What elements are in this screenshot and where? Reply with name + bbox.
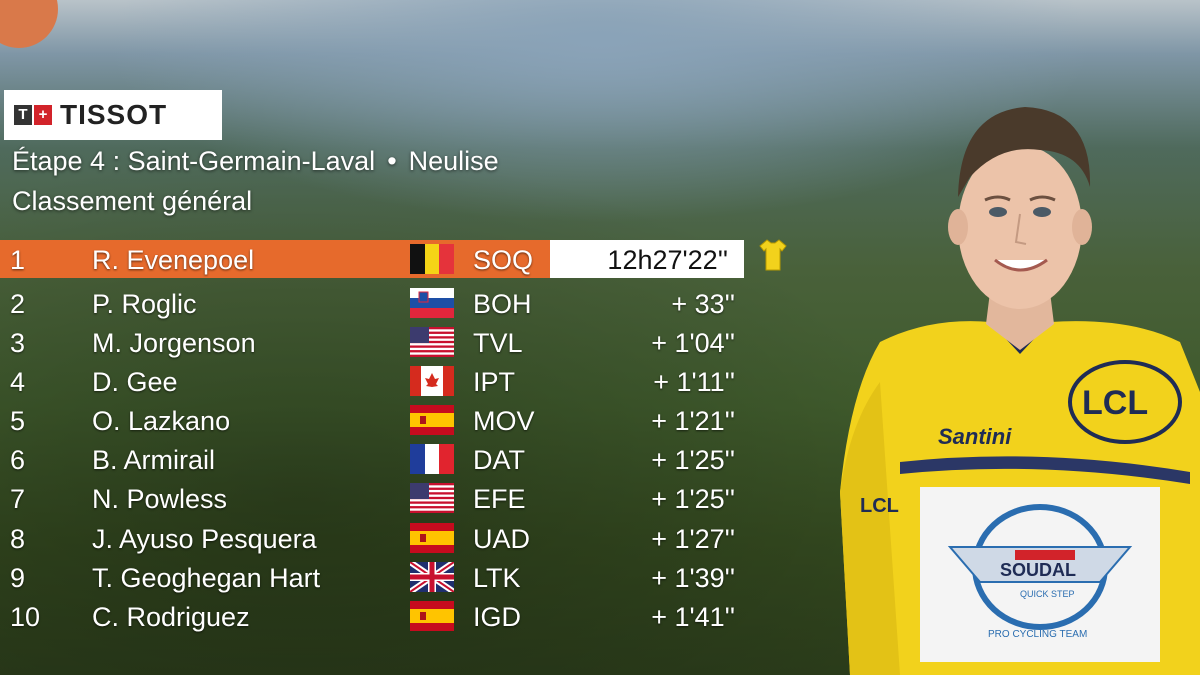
leader-highlight-bar (0, 240, 550, 278)
time-gap: + 1'27'' (651, 524, 735, 554)
team-code: LTK (473, 563, 521, 593)
rider-name: R. Evenepoel (92, 245, 255, 275)
country-flag-icon (410, 601, 454, 631)
yellow-jersey-icon (759, 239, 787, 271)
time-gap: + 1'25'' (651, 445, 735, 475)
country-flag-icon (410, 288, 454, 318)
standings-row: 8 J. Ayuso Pesquera UAD + 1'27'' (0, 519, 760, 557)
rank: 4 (10, 367, 26, 397)
time-gap: + 1'25'' (651, 484, 735, 514)
country-flag-icon (410, 366, 454, 396)
team-code: MOV (473, 406, 535, 436)
standings-row: 7 N. Powless EFE + 1'25'' (0, 479, 760, 517)
tissot-mark-icon: T + (14, 105, 52, 125)
rider-name: D. Gee (92, 367, 178, 397)
rank: 5 (10, 406, 26, 436)
country-flag-icon (410, 483, 454, 513)
country-flag-icon (410, 562, 454, 592)
team-code: EFE (473, 484, 526, 514)
tissot-logo: T + TISSOT (4, 90, 222, 140)
separator-dot: • (387, 146, 397, 176)
rank: 1 (10, 245, 26, 275)
country-flag-icon (410, 327, 454, 357)
standings-row: 6 B. Armirail DAT + 1'25'' (0, 440, 760, 478)
time-gap: + 1'21'' (651, 406, 735, 436)
team-badge-ring-text: PRO CYCLING TEAM (988, 629, 1087, 640)
sleeve-sponsor: LCL (860, 495, 899, 517)
time-gap: + 1'11'' (653, 367, 735, 397)
standings-row: 2 P. Roglic BOH + 33'' (0, 284, 760, 322)
team-code: UAD (473, 524, 531, 554)
team-badge-name: SOUDAL (1000, 560, 1076, 580)
rider-name: B. Armirail (92, 445, 216, 475)
rank: 7 (10, 484, 26, 514)
team-code: BOH (473, 289, 532, 319)
santini-logo: Santini (938, 424, 1012, 449)
rank: 3 (10, 328, 26, 358)
team-badge-sub: QUICK STEP (1020, 589, 1075, 599)
team-code: DAT (473, 445, 525, 475)
rider-name: P. Roglic (92, 289, 197, 319)
stage-label: Étape 4 : Saint-Germain-Laval (12, 146, 376, 176)
time-gap: + 1'04'' (651, 328, 735, 358)
time-gap: + 1'41'' (651, 602, 735, 632)
rider-name: N. Powless (92, 484, 228, 514)
rider-name: C. Rodriguez (92, 602, 250, 632)
rank: 9 (10, 563, 26, 593)
standings-row: 1 R. Evenepoel SOQ 12h27'22'' (0, 240, 760, 278)
brand-name: TISSOT (60, 99, 168, 130)
time-gap: 12h27'22'' (607, 245, 728, 275)
rider-name: O. Lazkano (92, 406, 231, 436)
rank: 8 (10, 524, 26, 554)
stage-finish: Neulise (408, 146, 499, 176)
country-flag-icon (410, 523, 454, 553)
team-code: SOQ (473, 245, 534, 275)
team-code: IPT (473, 367, 516, 397)
standings-row: 4 D. Gee IPT + 1'11'' (0, 362, 760, 400)
classification-title: Classement général (12, 186, 253, 216)
rider-name: T. Geoghegan Hart (92, 563, 321, 593)
standings-row: 9 T. Geoghegan Hart LTK + 1'39'' (0, 558, 760, 596)
chest-sponsor: LCL (1082, 384, 1148, 422)
country-flag-icon (410, 244, 454, 274)
time-gap: + 1'39'' (651, 563, 735, 593)
standings-row: 5 O. Lazkano MOV + 1'21'' (0, 401, 760, 439)
rider-name: J. Ayuso Pesquera (92, 524, 317, 554)
team-code: TVL (473, 328, 523, 358)
stage-title: Étape 4 : Saint-Germain-Laval • Neulise (12, 146, 499, 177)
team-code: IGD (473, 602, 522, 632)
leader-time-box (550, 240, 744, 278)
standings-row: 3 M. Jorgenson TVL + 1'04'' (0, 323, 760, 361)
rank: 10 (10, 602, 41, 632)
rider-portrait: LCL LCL Santini SOUDAL QUICK STEP PRO CY… (840, 107, 1200, 675)
country-flag-icon (410, 444, 454, 474)
standings-row: 10 C. Rodriguez IGD + 1'41'' (0, 597, 760, 635)
country-flag-icon (410, 405, 454, 435)
rank: 2 (10, 289, 26, 319)
rank: 6 (10, 445, 26, 475)
rider-name: M. Jorgenson (92, 328, 256, 358)
time-gap: + 33'' (671, 289, 735, 319)
